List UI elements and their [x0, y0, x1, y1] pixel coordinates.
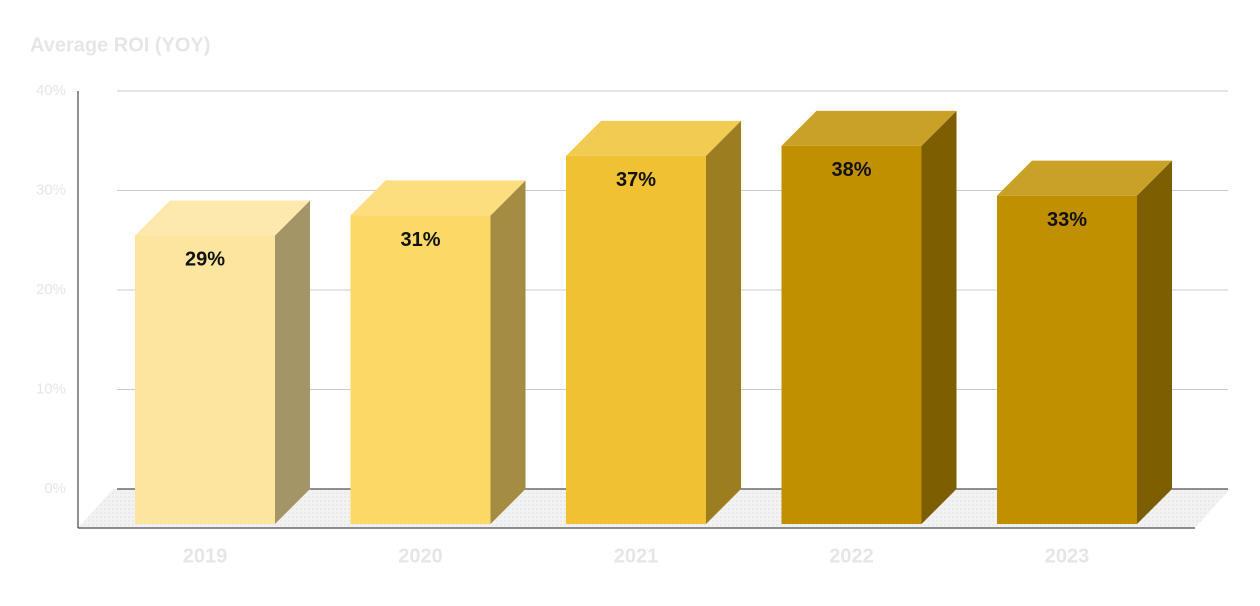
- bar: [781, 145, 922, 524]
- bar-top: [997, 160, 1172, 196]
- y-tick-label: 20%: [36, 281, 66, 298]
- bar: [350, 215, 491, 525]
- y-tick-label: 40%: [36, 82, 66, 99]
- x-tick-label: 2019: [183, 545, 228, 567]
- data-label: 31%: [400, 229, 440, 251]
- bar-side: [1137, 160, 1172, 524]
- bar: [566, 155, 706, 524]
- x-tick-label: 2022: [829, 545, 874, 567]
- y-tick-label: 10%: [36, 380, 66, 397]
- data-label: 33%: [1047, 209, 1087, 231]
- bar-side: [706, 120, 741, 524]
- x-tick-label: 2021: [614, 545, 659, 567]
- x-tick-label: 2020: [398, 545, 443, 567]
- y-tick-label: 0%: [44, 480, 66, 497]
- data-label: 37%: [616, 169, 656, 191]
- y-tick-label: 30%: [36, 181, 66, 198]
- x-tick-label: 2023: [1045, 545, 1090, 567]
- bar-side: [490, 180, 526, 525]
- bar-top: [135, 200, 310, 236]
- bar-top: [350, 180, 526, 216]
- bar-top: [781, 110, 957, 146]
- data-label: 38%: [831, 159, 871, 181]
- bar-top: [566, 120, 741, 156]
- data-label: 29%: [185, 249, 225, 271]
- chart-title: Average ROI (YOY): [30, 34, 210, 56]
- bar: [997, 195, 1137, 524]
- bar-side: [275, 200, 310, 524]
- bar: [135, 235, 275, 524]
- bar-side: [921, 110, 957, 525]
